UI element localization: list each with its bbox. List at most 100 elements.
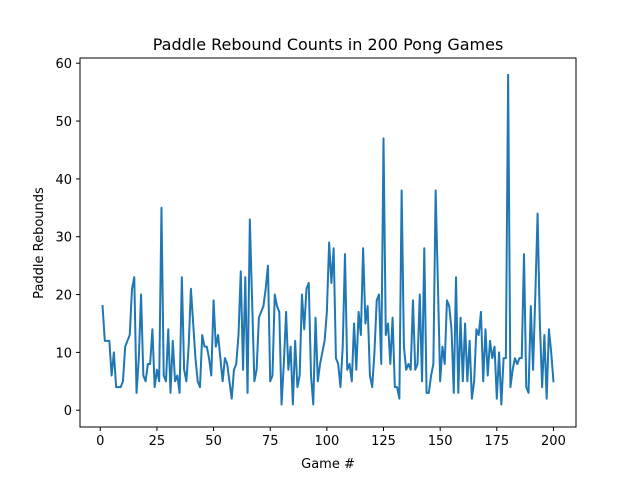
data-point xyxy=(455,276,457,278)
data-point xyxy=(231,398,233,400)
data-point xyxy=(120,386,122,388)
data-point xyxy=(317,380,319,382)
data-point xyxy=(480,311,482,313)
data-point xyxy=(292,403,294,406)
data-point xyxy=(217,334,219,336)
data-point xyxy=(355,369,357,371)
data-point xyxy=(145,380,147,382)
data-point xyxy=(138,357,140,359)
data-point xyxy=(491,357,493,359)
data-point xyxy=(178,392,181,394)
data-point xyxy=(380,363,382,365)
data-point xyxy=(394,386,396,388)
data-point xyxy=(224,357,226,359)
data-point xyxy=(101,305,104,307)
series-layer xyxy=(101,73,555,406)
y-axis: 0 10 20 30 40 50 60 xyxy=(55,57,80,419)
data-point xyxy=(423,247,425,249)
data-point xyxy=(299,374,301,377)
data-point xyxy=(197,380,199,382)
data-point xyxy=(324,340,326,342)
data-point xyxy=(242,369,244,371)
data-point xyxy=(357,311,360,313)
data-point xyxy=(389,363,391,365)
data-point xyxy=(163,374,165,377)
x-tick-label: 100 xyxy=(314,434,339,449)
data-point xyxy=(387,322,389,325)
x-tick-label: 150 xyxy=(428,434,453,449)
data-point xyxy=(165,380,167,382)
data-point xyxy=(444,363,446,365)
data-point xyxy=(260,311,262,313)
data-point xyxy=(113,351,115,353)
data-point xyxy=(151,328,153,330)
data-point xyxy=(126,340,129,342)
data-point xyxy=(475,328,478,330)
data-point xyxy=(188,346,190,348)
data-point xyxy=(348,363,351,365)
y-tick-label: 0 xyxy=(64,404,72,419)
y-tick-label: 40 xyxy=(55,173,72,188)
x-tick-label: 200 xyxy=(541,434,566,449)
data-point xyxy=(432,363,434,365)
data-point xyxy=(203,346,206,348)
data-point xyxy=(405,369,407,371)
data-point xyxy=(339,386,342,388)
data-point xyxy=(135,392,138,394)
data-point xyxy=(256,369,258,371)
data-point xyxy=(181,276,183,278)
data-point xyxy=(539,322,541,325)
data-point xyxy=(503,357,505,359)
data-point xyxy=(421,380,423,382)
data-point xyxy=(330,282,332,284)
data-point xyxy=(541,386,543,388)
data-point xyxy=(192,322,194,325)
data-point xyxy=(493,346,496,348)
data-point xyxy=(280,403,283,406)
data-point xyxy=(342,346,344,348)
data-point xyxy=(133,276,135,278)
x-tick-label: 25 xyxy=(149,434,166,449)
data-point xyxy=(521,357,523,359)
data-point xyxy=(240,270,242,273)
data-point xyxy=(407,363,410,365)
x-tick-label: 0 xyxy=(96,434,104,449)
data-point xyxy=(183,369,185,371)
x-tick-label: 125 xyxy=(371,434,396,449)
data-point xyxy=(550,351,552,353)
data-point xyxy=(396,386,398,388)
data-point xyxy=(505,357,507,359)
data-point xyxy=(469,340,471,342)
data-point xyxy=(122,380,124,382)
data-point xyxy=(437,282,439,284)
data-point xyxy=(364,322,366,325)
data-point xyxy=(382,137,385,139)
data-point xyxy=(328,241,330,244)
data-point xyxy=(337,363,339,365)
data-point xyxy=(258,317,260,319)
data-point xyxy=(548,328,550,330)
data-point xyxy=(435,189,437,192)
data-point xyxy=(104,340,106,342)
data-point xyxy=(525,386,527,388)
y-tick-label: 30 xyxy=(55,231,72,246)
data-point xyxy=(106,340,108,342)
data-point xyxy=(500,403,502,406)
data-point xyxy=(278,311,280,313)
x-tick-label: 75 xyxy=(262,434,279,449)
data-point xyxy=(478,334,480,336)
data-point xyxy=(235,363,237,365)
data-point xyxy=(296,386,299,388)
data-point xyxy=(523,253,525,255)
data-point xyxy=(269,380,271,382)
data-point xyxy=(514,357,516,359)
data-point xyxy=(466,380,468,382)
data-point xyxy=(484,328,487,330)
data-point xyxy=(489,340,491,342)
data-point xyxy=(108,340,110,342)
series-line xyxy=(101,73,555,406)
data-point xyxy=(353,322,355,325)
data-point xyxy=(237,334,240,336)
data-point xyxy=(459,317,462,319)
